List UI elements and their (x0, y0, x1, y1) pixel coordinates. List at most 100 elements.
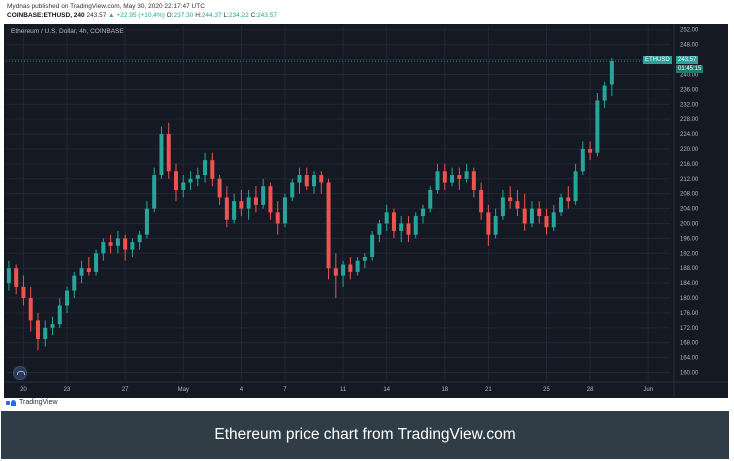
chart-logo-icon[interactable] (13, 366, 27, 380)
candle-up (188, 178, 193, 183)
last-price: 243.57 (86, 12, 107, 19)
candle-up (65, 290, 70, 306)
high-label: H: (195, 12, 202, 19)
candle-up (435, 171, 440, 190)
open-label: O: (166, 12, 174, 19)
candle-up (370, 234, 375, 258)
x-tick-label: 21 (485, 387, 492, 393)
candle-up (551, 212, 556, 228)
candle-up (130, 242, 135, 250)
candle-down (515, 201, 520, 209)
low-value: 234.22 (228, 12, 249, 19)
candle-down (268, 186, 273, 213)
candle-down (566, 197, 571, 202)
candle-up (101, 242, 106, 254)
candle-down (35, 320, 40, 340)
candle-up (246, 197, 251, 209)
close-value: 243.57 (257, 12, 277, 19)
caption-bar: Ethereum price chart from TradingView.co… (1, 411, 729, 459)
candle-up (413, 216, 418, 235)
candle-up (203, 160, 208, 176)
y-tick-label: 248.00 (680, 43, 699, 49)
candle-up (500, 197, 505, 217)
candle-up (232, 201, 237, 220)
y-tick-label: 200.00 (680, 221, 699, 227)
last-price-badge: 243.57 (676, 56, 699, 65)
candle-down (406, 223, 411, 235)
symbol-label: COINBASE:ETHUSD, 240 (7, 12, 85, 19)
y-tick-label: 236.00 (680, 87, 699, 93)
candle-down (544, 216, 549, 228)
y-tick-label: 220.00 (680, 147, 699, 153)
close-label: C: (250, 12, 258, 19)
candle-down (217, 178, 222, 198)
candle-up (428, 189, 433, 209)
y-tick-label: 252.00 (680, 28, 699, 34)
candle-up (341, 264, 346, 276)
candle-down (457, 175, 462, 179)
y-tick-label: 212.00 (680, 177, 699, 183)
candle-down (21, 286, 26, 299)
candle-down (391, 212, 396, 231)
candle-down (224, 197, 229, 220)
candlestick-chart: 160.00 164.00 168.00 172.00 176.00 180.00 184.… (4, 24, 728, 398)
y-tick-label: 232.00 (680, 102, 699, 108)
candle-down (253, 197, 258, 205)
x-tick-label: May (178, 387, 189, 393)
publish-info: Mydnas published on TradingView.com, May… (7, 3, 205, 10)
y-tick-label: 224.00 (680, 132, 699, 138)
candle-down (108, 242, 113, 246)
candle-down (28, 298, 33, 321)
y-tick-label: 208.00 (680, 192, 699, 198)
candle-up (159, 134, 164, 176)
candle-up (115, 238, 120, 246)
x-tick-label: 11 (340, 387, 347, 393)
x-tick-label: 7 (283, 387, 287, 393)
chart-snapshot: Mydnas published on TradingView.com, May… (1, 2, 729, 410)
candle-down (522, 208, 527, 224)
candle-down (166, 134, 171, 172)
candle-up (152, 175, 157, 209)
candle-up (450, 175, 455, 183)
candle-down (537, 208, 542, 217)
y-tick-label: 192.00 (680, 251, 699, 257)
low-label: L: (223, 12, 229, 19)
candle-up (50, 324, 55, 328)
candle-up (602, 85, 607, 101)
candle-down (14, 268, 19, 287)
candle-down (486, 212, 491, 235)
candle-up (399, 223, 404, 231)
candle-up (421, 208, 425, 217)
x-tick-label: 4 (240, 387, 244, 393)
candle-up (195, 175, 200, 179)
candle-down (173, 171, 178, 190)
y-tick-label: 216.00 (680, 162, 699, 168)
candle-down (588, 148, 593, 153)
candle-up (79, 268, 84, 276)
x-tick-label: Jun (643, 387, 653, 393)
x-tick-label: 27 (122, 387, 129, 393)
y-tick-label: 160.00 (680, 371, 699, 377)
y-tick-label: 204.00 (680, 207, 699, 213)
candle-up (57, 305, 62, 325)
x-tick-label: 25 (543, 387, 550, 393)
candle-up (312, 175, 317, 187)
candle-down (304, 175, 309, 187)
candle-up (559, 197, 564, 213)
x-tick-label: 23 (64, 387, 71, 393)
candle-down (326, 182, 331, 269)
candle-up (94, 253, 99, 272)
x-tick-label: 14 (383, 387, 390, 393)
open-value: 237.30 (173, 12, 194, 19)
tradingview-brand: TradingView (6, 399, 58, 406)
candle-down (239, 201, 244, 209)
chart-title: Ethereum / U.S. Dollar, 4h, COINBASE (11, 28, 124, 35)
candle-up (573, 171, 578, 202)
candle-up (580, 148, 585, 172)
candle-down (471, 171, 476, 190)
candle-down (348, 264, 353, 272)
tradingview-brand-label: TradingView (19, 399, 58, 406)
price-chart[interactable]: 160.00 164.00 168.00 172.00 176.00 180.00 184.… (4, 24, 728, 398)
candle-down (508, 197, 513, 202)
y-tick-label: 196.00 (680, 236, 699, 242)
